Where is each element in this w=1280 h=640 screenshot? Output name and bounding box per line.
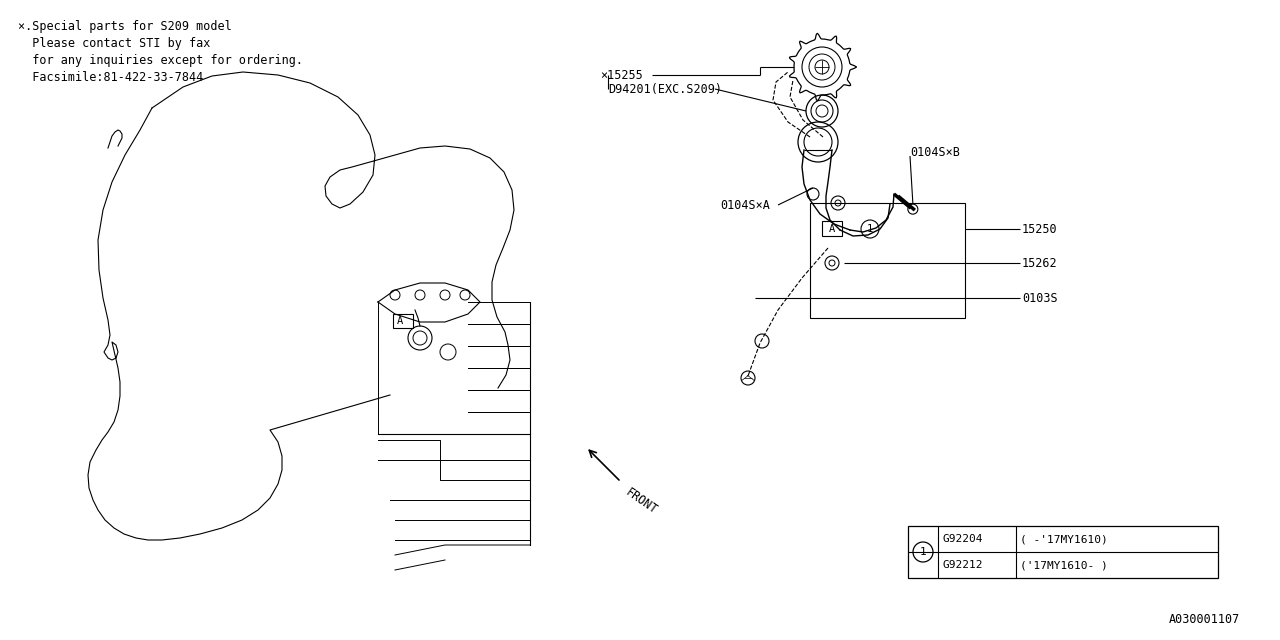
Text: ×15255: ×15255: [600, 68, 643, 81]
Bar: [908, 526, 1219, 578]
Bar: [810, 203, 965, 318]
Text: A: A: [397, 316, 403, 326]
Text: Please contact STI by fax: Please contact STI by fax: [18, 37, 210, 50]
Text: 0104S×B: 0104S×B: [910, 145, 960, 159]
Text: ( -'17MY1610): ( -'17MY1610): [1020, 534, 1107, 544]
Text: Facsimile:81-422-33-7844: Facsimile:81-422-33-7844: [18, 71, 204, 84]
Text: FRONT: FRONT: [623, 486, 659, 517]
Bar: [822, 221, 842, 236]
Text: ('17MY1610- ): ('17MY1610- ): [1020, 560, 1107, 570]
Text: G92212: G92212: [942, 560, 983, 570]
Text: ×.Special parts for S209 model: ×.Special parts for S209 model: [18, 20, 232, 33]
Text: 1: 1: [919, 547, 927, 557]
Bar: [393, 314, 413, 328]
Text: G92204: G92204: [942, 534, 983, 544]
Text: for any inquiries except for ordering.: for any inquiries except for ordering.: [18, 54, 303, 67]
Text: A: A: [829, 224, 835, 234]
Text: 15250: 15250: [1021, 223, 1057, 236]
Text: 15262: 15262: [1021, 257, 1057, 269]
Text: A030001107: A030001107: [1169, 613, 1240, 626]
Circle shape: [913, 542, 933, 562]
Text: 0103S: 0103S: [1021, 291, 1057, 305]
Text: 1: 1: [867, 224, 873, 234]
Circle shape: [861, 220, 879, 238]
Text: D94201(EXC.S209): D94201(EXC.S209): [608, 83, 722, 95]
Text: 0104S×A: 0104S×A: [721, 198, 769, 211]
